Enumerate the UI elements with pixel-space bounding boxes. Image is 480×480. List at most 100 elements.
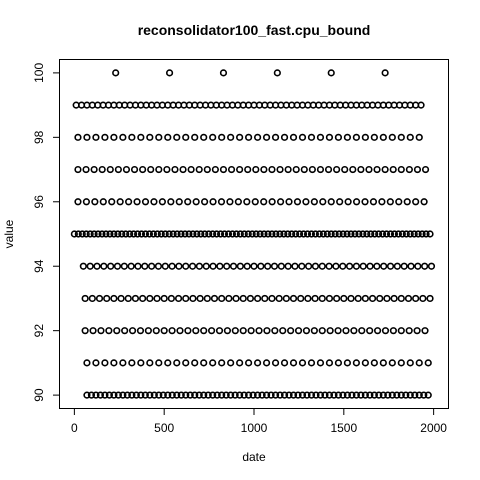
data-point xyxy=(417,101,425,109)
data-point xyxy=(357,165,365,174)
data-point xyxy=(208,327,216,335)
data-point xyxy=(361,391,369,399)
data-point xyxy=(236,133,244,141)
data-point xyxy=(184,327,192,335)
data-point xyxy=(388,359,396,367)
data-point xyxy=(294,391,302,399)
data-point xyxy=(239,327,247,335)
data-point xyxy=(381,327,390,335)
data-point xyxy=(132,391,140,399)
data-point xyxy=(174,294,183,303)
data-point xyxy=(289,359,298,367)
data-point xyxy=(413,165,422,174)
data-point xyxy=(421,165,430,174)
data-point xyxy=(287,327,295,335)
data-point xyxy=(370,359,378,367)
data-point xyxy=(81,294,89,303)
data-point xyxy=(90,230,98,238)
data-point xyxy=(334,327,342,335)
data-point xyxy=(339,391,347,399)
data-point xyxy=(343,133,352,141)
data-point xyxy=(373,165,381,174)
data-point xyxy=(191,391,199,399)
data-point xyxy=(209,133,217,141)
data-point xyxy=(257,262,265,270)
data-point xyxy=(209,359,217,367)
data-point xyxy=(159,391,167,399)
data-point xyxy=(149,230,158,238)
data-point xyxy=(280,133,289,141)
data-point xyxy=(117,294,125,303)
data-point xyxy=(110,133,118,141)
data-point xyxy=(280,359,289,367)
data-point xyxy=(98,165,106,174)
data-point xyxy=(160,294,168,303)
data-point xyxy=(378,198,386,206)
data-point xyxy=(137,391,145,399)
data-point xyxy=(282,294,290,303)
data-point xyxy=(245,359,253,367)
data-point xyxy=(253,391,262,399)
data-point xyxy=(352,262,360,270)
data-point xyxy=(307,391,316,399)
data-point xyxy=(394,230,403,238)
data-point xyxy=(200,133,208,141)
y-tick-label: 100 xyxy=(32,63,46,83)
data-point xyxy=(153,230,161,238)
data-point xyxy=(293,198,302,206)
data-point xyxy=(195,262,203,270)
data-point xyxy=(169,230,177,238)
data-point xyxy=(270,262,279,270)
data-point xyxy=(123,391,131,399)
data-point xyxy=(352,133,360,141)
data-point xyxy=(164,133,172,141)
data-point xyxy=(209,198,217,206)
data-point xyxy=(424,359,432,367)
data-point xyxy=(250,262,258,270)
data-points xyxy=(70,69,436,399)
data-point xyxy=(128,327,137,335)
data-point xyxy=(93,262,101,270)
data-point xyxy=(316,165,325,174)
data-point xyxy=(106,165,114,174)
data-point xyxy=(412,198,420,206)
data-point xyxy=(247,327,255,335)
data-point xyxy=(119,359,127,367)
data-point xyxy=(383,294,391,303)
data-point xyxy=(82,165,90,174)
data-point xyxy=(83,359,91,367)
data-point xyxy=(386,230,395,238)
data-point xyxy=(141,262,149,270)
data-point xyxy=(389,327,397,335)
data-point xyxy=(99,198,107,206)
data-point xyxy=(243,198,251,206)
data-point xyxy=(289,391,298,399)
data-point xyxy=(318,294,326,303)
data-point xyxy=(285,198,293,206)
data-point xyxy=(260,230,268,238)
data-point xyxy=(261,294,269,303)
data-point xyxy=(83,391,91,399)
data-point xyxy=(426,230,434,238)
data-point xyxy=(319,198,327,206)
data-point xyxy=(226,198,234,206)
data-point xyxy=(284,230,292,238)
data-point xyxy=(90,165,98,174)
data-point xyxy=(333,294,341,303)
data-point xyxy=(326,327,334,335)
data-point xyxy=(386,262,395,270)
data-point xyxy=(397,359,405,367)
data-point xyxy=(277,262,285,270)
data-point xyxy=(100,262,108,270)
data-point xyxy=(185,230,193,238)
data-point xyxy=(280,391,289,399)
data-point xyxy=(101,391,109,399)
data-point xyxy=(276,165,284,174)
data-point xyxy=(319,230,327,238)
data-point xyxy=(253,359,262,367)
data-point xyxy=(256,230,264,238)
data-point xyxy=(397,327,405,335)
data-point xyxy=(101,133,109,141)
data-point xyxy=(113,262,122,270)
data-point xyxy=(371,230,379,238)
